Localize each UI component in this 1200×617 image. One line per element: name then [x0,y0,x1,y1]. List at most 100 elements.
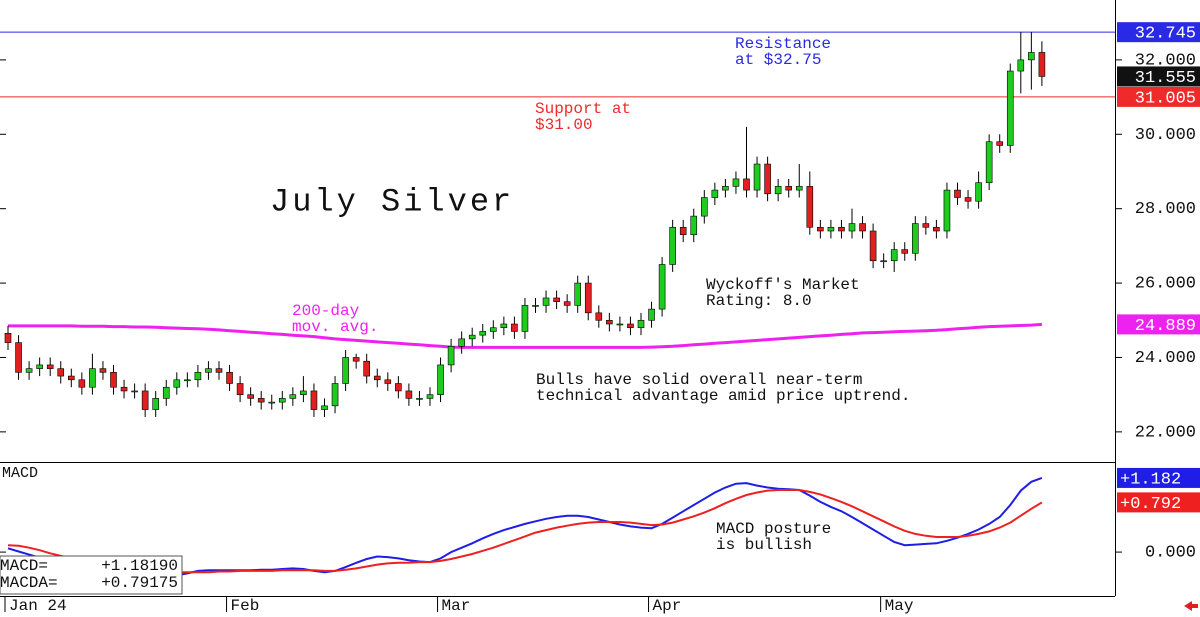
candle-body [806,186,814,228]
annotation: Wyckoff's Market [706,276,860,294]
y-tick-label: 26.000 [1135,275,1196,294]
candle-body [46,364,54,369]
candle-body [838,226,845,232]
price-badge [1117,314,1200,335]
candle-body [553,297,560,302]
candle-body [1038,52,1046,77]
value-badge [1117,492,1200,513]
candle-body [785,186,793,191]
candle-body [964,197,972,202]
candle-body [247,394,254,399]
candle-body [859,223,866,232]
y-tick-label: 30.000 [1135,126,1196,145]
candle-body [637,319,645,329]
y-tick-label: 0.000 [1145,544,1196,563]
candle-body [363,360,371,377]
candle-body [943,189,951,232]
value-badge-label: +1.182 [1120,470,1181,489]
price-badge-label: 31.555 [1135,69,1196,88]
price-badge-label: 31.005 [1135,89,1196,108]
y-tick-label: 24.000 [1135,349,1196,368]
candle-body [563,301,571,306]
x-tick-label: Apr [653,597,682,615]
candle-body [405,390,413,399]
candle-body [627,323,634,329]
price-badge [1117,86,1200,107]
candle-body [4,332,12,343]
candle-body [300,390,307,395]
x-tick-label: Jan 24 [9,597,67,615]
candle-body [774,186,782,195]
value-badge-label: +0.792 [1120,495,1181,514]
y-tick-label: 32.000 [1135,51,1196,70]
candle-body [15,342,22,373]
annotation: $31.00 [535,116,593,134]
moving-average [8,322,1042,349]
annotation: at $32.75 [735,51,821,69]
candle-body [458,338,465,347]
candle-body [542,297,550,306]
candle-body [911,223,919,254]
candle-body [869,230,877,262]
price-badge-label: 24.889 [1135,317,1196,336]
candle-body [152,398,159,410]
candle-body [795,186,803,191]
candle-body [416,398,423,400]
candle-body [1006,70,1014,146]
readout-name: MACDA= [0,574,58,592]
candle-body [184,379,191,382]
x-tick-label: Feb [231,597,260,615]
candle-body [342,357,349,384]
candle-body [511,323,518,332]
candle-body [373,375,381,381]
price-badge [1117,66,1200,87]
candle-body [616,323,624,326]
candle-body [975,182,982,202]
candle-body [890,249,898,262]
annotation: 200-day [292,302,360,320]
candle-body [226,372,233,384]
candle-body [584,282,592,314]
candle-body [89,368,96,388]
value-badge [1117,467,1200,488]
candle-body [700,197,708,217]
annotation: mov. avg. [292,318,378,336]
candle-body [489,327,497,332]
candle-body [68,375,75,381]
candle-body [479,331,487,336]
candle-body [954,189,961,198]
candle-body [1028,52,1035,61]
candle-body [574,282,582,306]
candle-body [827,226,835,232]
annotation: technical advantage amid price uptrend. [536,387,910,405]
candle-body [289,394,297,399]
candle-body [817,226,824,232]
candle-body [310,390,318,410]
candle-body [236,383,244,395]
annotation: Rating: 8.0 [706,292,812,310]
candle-body [36,364,43,369]
chart-title: July Silver [270,183,514,220]
scroll-arrow[interactable] [1184,601,1198,611]
candle-body [321,405,328,410]
candle-body [194,372,202,381]
candle-body [57,368,65,377]
candle-body [753,163,761,191]
candle-body [669,226,676,265]
candle-body [658,264,666,310]
readout-name: MACD= [0,557,48,575]
candle-body [933,226,940,232]
candle-body [901,249,909,254]
readout-box [0,555,183,595]
candle-body [162,386,170,399]
annotation: MACD posture [716,520,831,538]
readout-value: +1.18190 [101,557,178,575]
candle-body [25,368,33,373]
candle-body [595,312,603,321]
candle-body [110,372,117,388]
candle-body [278,398,286,403]
candle-body [99,368,107,373]
candle-body [120,386,128,392]
candle-body [679,226,687,236]
candle-body [690,215,698,236]
